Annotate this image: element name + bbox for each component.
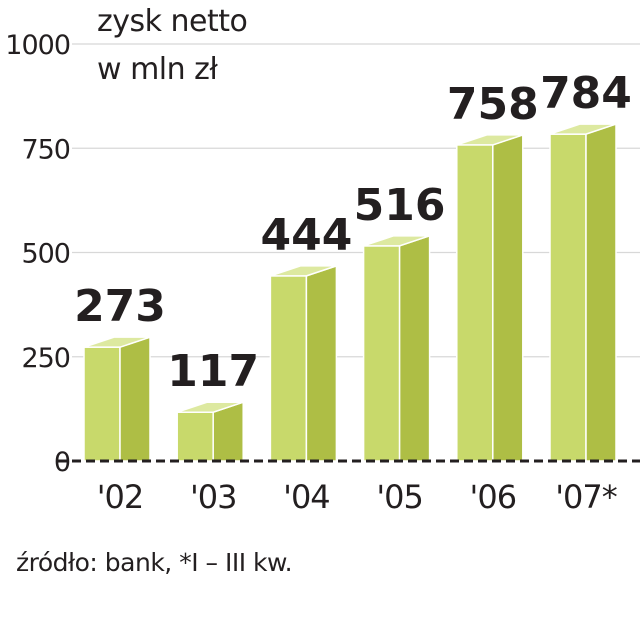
y-tick-label: 1000 [5, 30, 70, 61]
bar-top [456, 134, 524, 146]
chart-title-line-2: w mln zł [97, 52, 218, 87]
bar [362, 234, 431, 462]
bar-side [492, 133, 524, 462]
data-label: 784 [540, 68, 632, 119]
bar-side [119, 336, 151, 462]
y-tick-label: 750 [21, 134, 70, 165]
bar-side [305, 264, 338, 462]
x-tick-label: '04 [283, 478, 330, 516]
bar [456, 133, 524, 462]
bar [83, 336, 151, 462]
data-label: 444 [260, 210, 352, 261]
data-label: 273 [74, 281, 166, 332]
bar [549, 123, 617, 462]
bar-top [176, 401, 244, 413]
bar [269, 264, 338, 462]
bar-front [549, 133, 587, 462]
bar-top [549, 123, 617, 135]
bar-top [363, 235, 430, 247]
bar [176, 401, 244, 462]
data-label: 516 [354, 180, 446, 231]
data-label: 758 [447, 79, 539, 130]
source-note: źródło: bank, *I – III kw. [16, 548, 293, 577]
y-tick-label: 500 [21, 239, 70, 270]
bar-front [83, 346, 121, 462]
x-tick-label: '03 [190, 478, 237, 516]
bar-front [269, 275, 308, 462]
bar-top [83, 336, 151, 348]
x-axis-ticks: '02 '03 '04 '05 '06 '07* [97, 478, 619, 516]
bars [83, 123, 617, 462]
bar-side [398, 234, 431, 462]
x-tick-label: '05 [376, 478, 423, 516]
bar-top [270, 265, 337, 277]
x-tick-label: '02 [97, 478, 144, 516]
y-tick-label: 250 [21, 343, 70, 374]
chart-title-line-1: zysk netto [97, 4, 248, 39]
data-label: 117 [167, 346, 259, 397]
gridlines [72, 43, 640, 358]
bar-front [456, 144, 494, 462]
y-axis-ticks: 02505007501000 [5, 30, 71, 478]
x-tick-label: '07* [555, 478, 618, 516]
x-tick-label: '06 [470, 478, 517, 516]
bar-side [585, 123, 617, 462]
bar-front [362, 245, 401, 462]
bar-front [176, 411, 214, 462]
